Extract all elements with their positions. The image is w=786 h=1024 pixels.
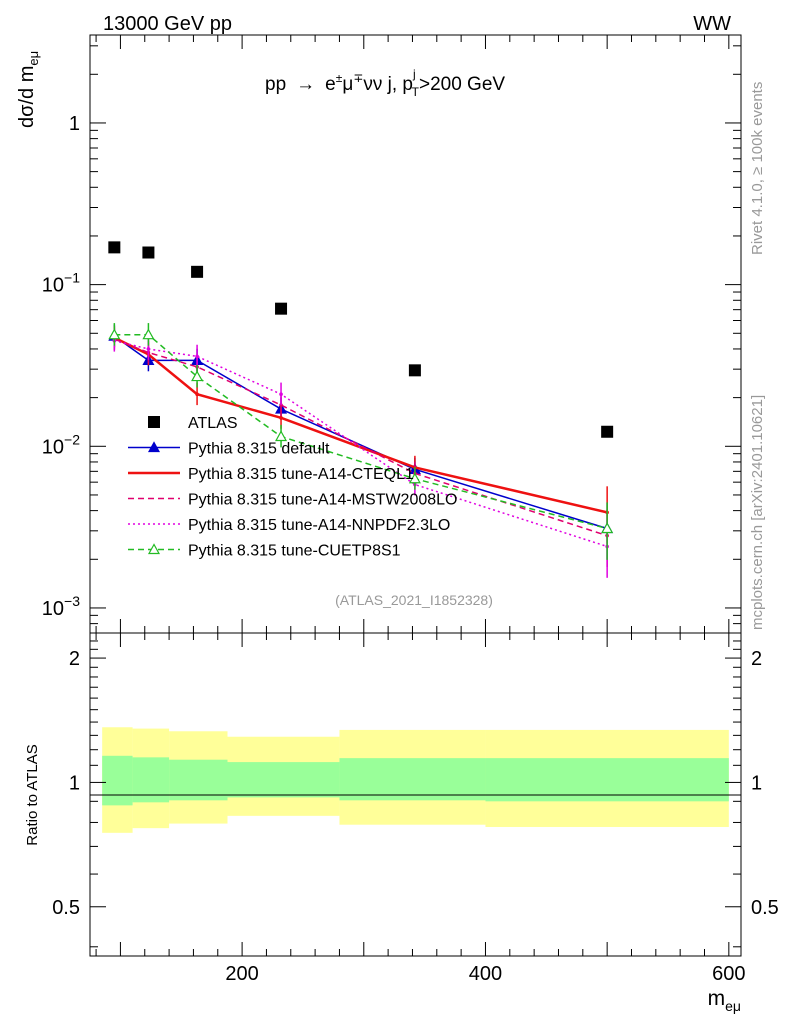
ratio-inner-band (169, 759, 228, 801)
x-tick-label: 200 (225, 963, 258, 985)
x-axis-label: meμ (708, 987, 741, 1014)
ratio-inner-band (132, 757, 170, 803)
ratio-tick-label-left: 2 (69, 648, 80, 670)
rivet-version-label: Rivet 4.1.0, ≥ 100k events (749, 82, 766, 255)
series-line (113, 336, 608, 514)
legend-marker (148, 416, 160, 428)
series-point (191, 370, 204, 382)
analysis-id-label: (ATLAS_2021_I1852328) (335, 592, 493, 608)
ratio-tick-label-right: 1 (751, 772, 762, 794)
series-point (142, 328, 155, 340)
series-point (146, 347, 151, 351)
ratio-inner-band (339, 758, 486, 801)
y-tick-label-0.001: 10−3 (42, 593, 80, 620)
atlas-data-point (275, 302, 288, 315)
y-tick-label-0.1: 10−1 (42, 270, 80, 297)
ratio-tick-label-left: 0.5 (52, 897, 80, 919)
atlas-data-point (108, 241, 121, 254)
mcplots-label: mcplots.cern.ch [arXiv:2401.10621] (749, 395, 766, 630)
ratio-bands (102, 727, 729, 833)
series-point (275, 430, 288, 442)
atlas-data-point (191, 265, 204, 278)
ratio-tick-label-right: 0.5 (751, 897, 779, 919)
legend: ATLAS Pythia 8.315 default Pythia 8.315 tu… (128, 415, 457, 560)
atlas-data-point (408, 364, 421, 377)
legend-label: Pythia 8.315 default (188, 441, 330, 458)
legend-marker (147, 441, 161, 453)
legend-label: ATLAS (188, 415, 238, 432)
series-point (601, 522, 614, 534)
ratio-y-label: Ratio to ATLAS (24, 744, 41, 845)
series-line (114, 339, 608, 548)
series-point (108, 328, 121, 340)
legend-label: Pythia 8.315 tune-A14-CTEQL1 (188, 466, 414, 483)
ratio-inner-band (227, 762, 340, 798)
y-axis-label: dσ/d meμ (16, 51, 41, 128)
x-tick-label: 400 (469, 963, 502, 985)
atlas-data-point (601, 425, 614, 438)
series-line (114, 333, 608, 530)
series-line (114, 338, 608, 537)
series-line (113, 335, 608, 530)
series-point (195, 354, 199, 359)
legend-label: Pythia 8.315 tune-A14-NNPDF2.3LO (188, 517, 450, 534)
legend-marker (147, 543, 161, 555)
process-label: WW (693, 13, 731, 35)
ratio-tick-label-left: 1 (69, 772, 80, 794)
main-frame (89, 34, 742, 634)
legend-label: Pythia 8.315 tune-CUETP8S1 (188, 543, 401, 560)
series-point (279, 416, 283, 420)
series-point (279, 392, 283, 396)
ratio-inner-band (102, 755, 133, 806)
main-series-group (108, 241, 614, 578)
ratio-inner-band (485, 758, 729, 802)
atlas-data-point (142, 246, 155, 259)
y-tick-label-1: 1 (69, 113, 80, 135)
legend-label: Pythia 8.315 tune-A14-MSTW2008LO (188, 492, 457, 509)
main-panel: 110−110−210−3 pp → e±μ∓νν j, pj T>200 GeV d… (16, 34, 742, 634)
y-tick-label-0.01: 10−2 (42, 431, 80, 458)
energy-label: 13000 GeV pp (103, 13, 232, 35)
ratio-panel: 2 2 1 1 0.5 0.5 Ratio to ATLAS (24, 632, 779, 957)
series-point (195, 392, 199, 396)
series-point (408, 472, 421, 484)
x-tick-label: 600 (712, 963, 745, 985)
ratio-tick-label-right: 2 (751, 648, 762, 670)
